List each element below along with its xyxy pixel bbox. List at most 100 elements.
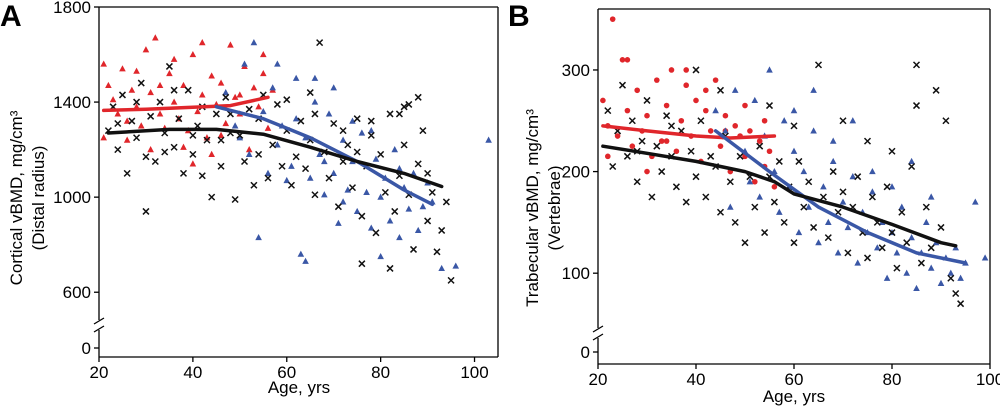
data-point-triangle [377, 193, 384, 200]
data-point-triangle [302, 257, 309, 264]
panel-a-xlabel: Age, yrs [268, 378, 330, 397]
data-point-triangle [414, 226, 422, 234]
data-point-triangle [903, 269, 910, 276]
data-point-dot [624, 107, 631, 114]
data-point-x [863, 137, 872, 145]
data-point-x [653, 142, 661, 150]
data-point-dot [629, 143, 636, 149]
data-point-x [628, 117, 636, 125]
data-point-triangle [142, 46, 150, 53]
data-point-dot [761, 117, 768, 124]
data-point-triangle [245, 150, 253, 157]
data-point-x [447, 276, 455, 284]
data-point-x [424, 169, 432, 177]
data-point-dot [712, 77, 719, 83]
data-point-x [297, 117, 305, 125]
data-point-triangle [166, 69, 173, 77]
panel-a-letter: A [0, 0, 22, 33]
y-tick-label: 100 [562, 264, 590, 283]
data-point-triangle [297, 250, 305, 257]
data-point-x [161, 148, 169, 156]
data-point-triangle [222, 119, 230, 127]
data-point-triangle [100, 60, 107, 67]
y-tick-label: 1000 [53, 188, 91, 207]
data-point-dot [644, 168, 650, 175]
data-point-x [912, 102, 921, 110]
data-point-x [391, 207, 399, 215]
data-point-x [400, 141, 408, 149]
trend-line [214, 105, 435, 207]
y-tick-label: 1800 [53, 0, 91, 17]
data-point-x [633, 178, 641, 186]
data-point-triangle [727, 203, 734, 210]
data-point-x [334, 203, 342, 211]
panel-a: A 0 600 1000 1400 1800 20 40 60 80 100 Age, yrs C… [0, 0, 499, 397]
data-point-triangle [180, 81, 187, 89]
data-point-triangle [198, 39, 206, 46]
data-point-x [133, 98, 141, 106]
data-point-x [442, 198, 450, 206]
data-point-triangle [937, 279, 945, 286]
data-point-dot [614, 133, 621, 139]
data-point-x [142, 207, 150, 215]
panel-a-ylabel-line1: Cortical vBMD, mg/cm³ [7, 110, 26, 285]
data-point-dot [668, 67, 675, 73]
data-point-x [302, 165, 310, 173]
data-point-x [790, 239, 798, 247]
data-point-dot [771, 184, 778, 190]
data-point-triangle [170, 98, 178, 105]
data-point-dot [747, 128, 753, 134]
data-point-x [250, 181, 258, 189]
data-point-x [908, 162, 916, 171]
data-point-x [829, 168, 837, 176]
data-point-triangle [372, 155, 380, 162]
data-point-triangle [746, 178, 754, 185]
data-point-x [433, 248, 441, 256]
data-point-x [325, 174, 333, 182]
data-point-triangle [869, 167, 876, 175]
data-point-dot [766, 148, 773, 155]
data-point-x [118, 91, 127, 99]
data-point-x [147, 112, 155, 120]
data-point-x [273, 100, 281, 108]
y-tick-label-zero: 0 [581, 343, 590, 362]
data-point-x [824, 234, 832, 242]
x-tick-label: 40 [687, 370, 706, 389]
data-point-x [912, 61, 921, 69]
data-point-x [623, 152, 631, 160]
data-point-x [123, 169, 131, 177]
trend-line [713, 129, 968, 265]
data-point-x [316, 39, 324, 47]
data-point-triangle [839, 198, 847, 205]
data-point-triangle [957, 274, 964, 281]
data-point-triangle [119, 65, 126, 72]
data-point-dot [722, 112, 729, 119]
data-point-triangle [854, 259, 861, 266]
data-point-triangle [722, 127, 729, 134]
data-point-dot [703, 107, 709, 114]
data-point-triangle [367, 127, 375, 134]
data-point-triangle [264, 124, 272, 131]
data-point-x [834, 208, 842, 216]
data-point-triangle [123, 117, 131, 124]
data-point-x [726, 178, 734, 186]
data-point-x [292, 153, 300, 161]
panel-b-xlabel: Age, yrs [763, 387, 825, 406]
data-point-triangle [311, 74, 319, 81]
data-point-triangle [349, 117, 356, 124]
data-point-triangle [330, 169, 338, 176]
data-point-triangle [227, 41, 234, 48]
data-point-dot [703, 87, 709, 94]
data-point-x [927, 244, 935, 252]
data-point-x [114, 119, 122, 127]
data-point-x [888, 147, 896, 155]
y-tick-label-zero: 0 [82, 339, 91, 358]
data-point-triangle [844, 223, 852, 231]
data-point-triangle [217, 79, 225, 86]
data-point-x [957, 300, 965, 308]
data-point-x [731, 218, 739, 226]
data-point-triangle [180, 143, 187, 150]
data-point-x [761, 229, 769, 237]
data-point-x [736, 152, 744, 160]
data-point-x [702, 193, 710, 201]
